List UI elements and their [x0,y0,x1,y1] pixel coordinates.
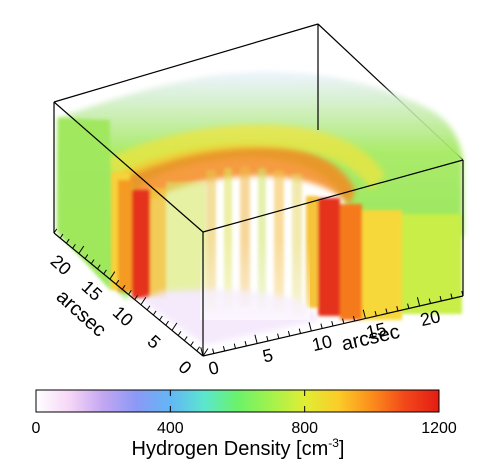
shell-inner-arc-yellow [105,124,385,190]
y-axis-tick [115,279,120,285]
x-axis-tick [385,308,388,314]
y-axis-tick [109,271,116,280]
cut-stripe [340,204,362,320]
y-axis-tick [152,310,157,316]
x-axis-tick [212,348,215,354]
colorbar-bar [35,389,440,413]
y-axis-tick-label: 10 [109,302,137,330]
shell-inner-arc [120,144,355,205]
density-volume [58,71,463,345]
cut-stripe [150,188,166,298]
x-axis-tick [222,346,226,352]
colorbar-tick-label: 800 [291,420,318,437]
colorbar-ticks: 0 400 800 1200 [32,390,457,437]
x-axis-tick [362,309,366,319]
x-axis-tick [407,303,410,309]
x-axis-tick [374,311,377,317]
colorbar-tick-label: 400 [157,420,184,437]
x-axis-tick [254,334,258,344]
y-axis-tick-label: 5 [144,331,165,353]
x-axis-label: arcsec [339,321,401,356]
box-edge [53,23,319,103]
y-axis-tick [196,346,200,352]
cut-stripe [402,214,462,314]
colorbar-label: Hydrogen Density [cm-3] [132,436,345,460]
y-axis-tick [90,259,95,265]
x-axis-tick [277,333,280,339]
y-axis-tick [134,295,138,300]
cut-stripe [318,198,340,316]
x-axis-tick [308,322,312,332]
cavity-stripe [258,168,266,308]
x-axis-tick [342,318,345,324]
y-axis-tick [97,264,101,270]
cut-stripe [166,182,206,294]
x-axis-tick [439,296,442,302]
x-axis-tick-label: 5 [261,345,275,367]
y-axis-tick [53,228,58,234]
cut-face-left [110,172,206,298]
x-axis-tick [428,298,431,304]
x-axis-tick [233,343,236,349]
y-axis-tick [103,269,107,275]
y-axis-tick [171,322,178,331]
x-axis-tick [352,316,356,322]
y-axis-tick [177,331,182,336]
x-axis-tick [200,347,204,357]
y-axis-tick [59,233,64,239]
cavity-stripe [240,166,250,306]
x-axis-tick [320,323,323,329]
x-axis-tick [298,328,301,334]
y-axis-tick-label: 0 [175,357,196,379]
y-axis-tick [121,284,126,290]
y-axis-tick [84,254,89,259]
colorbar-label-suffix: ] [339,438,345,460]
x-axis-tick-label: 0 [207,357,221,379]
x-axis-tick [416,297,421,307]
box-edge [53,101,204,233]
cut-stripe [118,180,132,292]
y-axis-tick [165,320,169,326]
x-axis-tick-label: 20 [418,306,442,330]
x-axis-tick [287,331,291,337]
cavity-shade [200,240,310,320]
colorbar-label-main: Hydrogen Density [cm [132,438,329,460]
colorbar-tick-label: 1200 [421,420,457,437]
box-edge [202,159,464,233]
x-axis-tick [331,321,334,327]
x-axis-tick [266,336,269,342]
y-axis-tick [78,245,85,254]
y-axis-tick [190,341,194,347]
x-axis-tick [244,341,247,347]
colorbar: 0 400 800 1200 Hydrogen Density [cm-3] [32,389,457,460]
x-axis-tick-label: 15 [364,319,388,343]
y-axis-tick [202,348,209,357]
cut-stripe [132,190,150,298]
y-axis-tick [72,243,76,249]
x-axis-tick-label: 10 [310,331,334,355]
x-axis-tick [396,306,399,312]
cavity-stripe [224,168,232,308]
y-axis-tick [65,238,70,244]
x-axis-tick [461,291,464,297]
x-axis-tick [450,293,453,299]
y-axis-tick-label: 20 [47,251,75,279]
y-axis-tick [159,315,163,321]
y-axis-tick [140,297,147,306]
colorbar-label-exponent: -3 [328,436,339,450]
y-axis-tick [146,305,151,311]
x-axis: 0 5 10 15 20 [200,291,464,379]
y-axis-tick [128,290,132,295]
shell-front-left-wall [58,118,110,290]
y-axis-tick [183,336,188,341]
cut-stripe [362,210,402,320]
colorbar-tick-label: 0 [32,420,41,437]
